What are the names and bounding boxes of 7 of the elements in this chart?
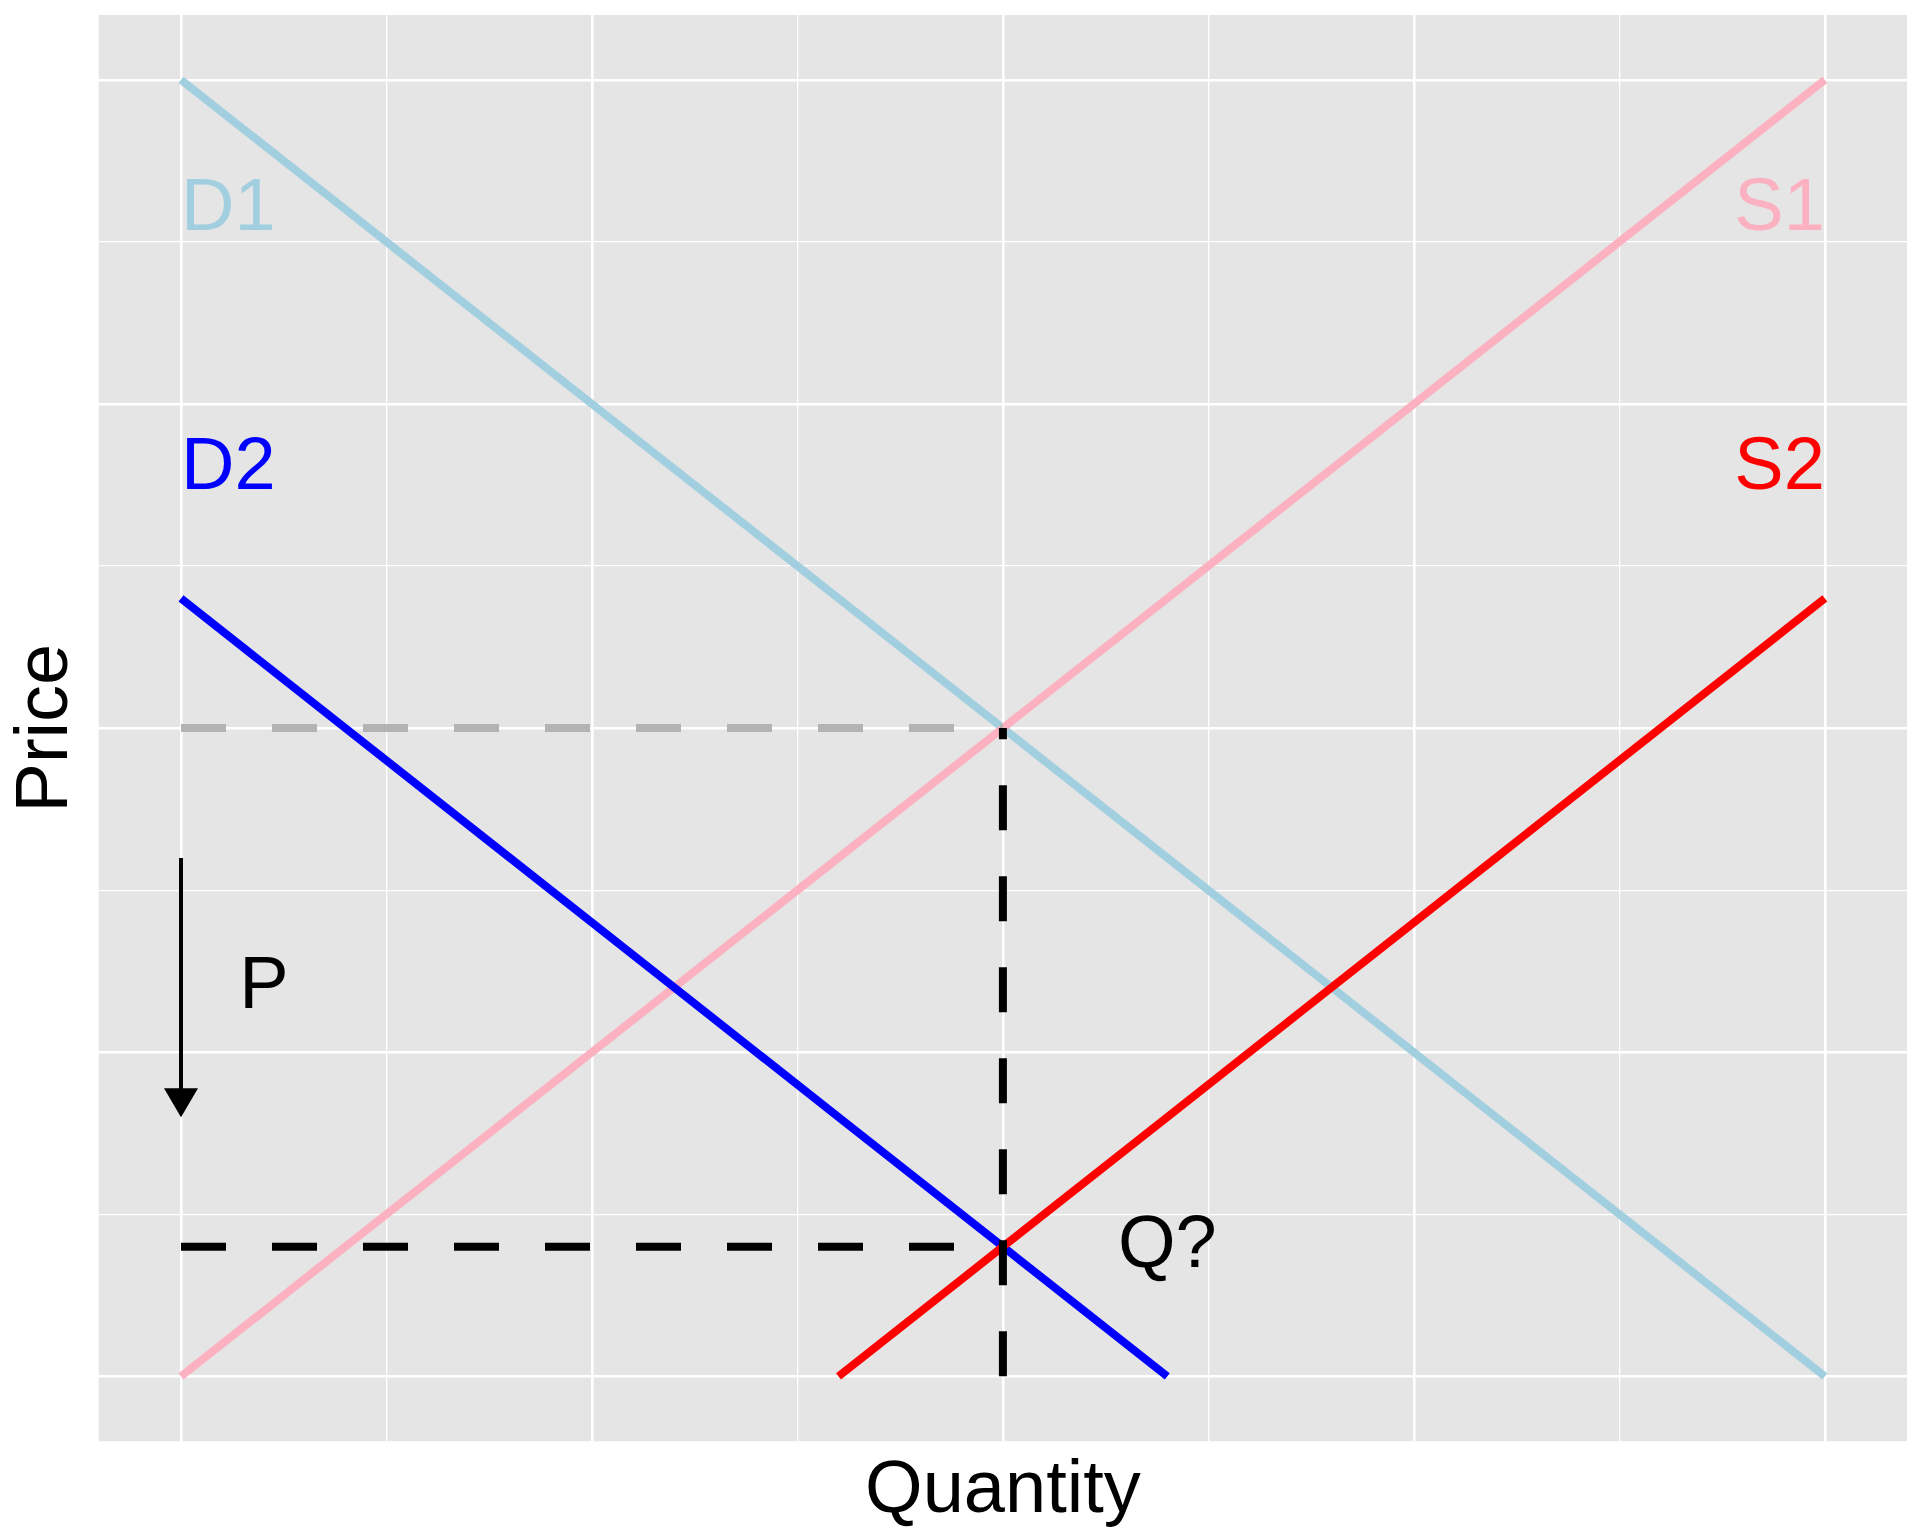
series-label: S2 xyxy=(1734,421,1825,505)
series-label: D1 xyxy=(180,163,276,247)
series-label: D2 xyxy=(180,421,276,505)
x-axis-title: Quantity xyxy=(865,1445,1141,1529)
annotation: Q? xyxy=(1117,1200,1217,1284)
annotation: P xyxy=(239,940,289,1024)
y-axis-title: Price xyxy=(0,643,83,813)
